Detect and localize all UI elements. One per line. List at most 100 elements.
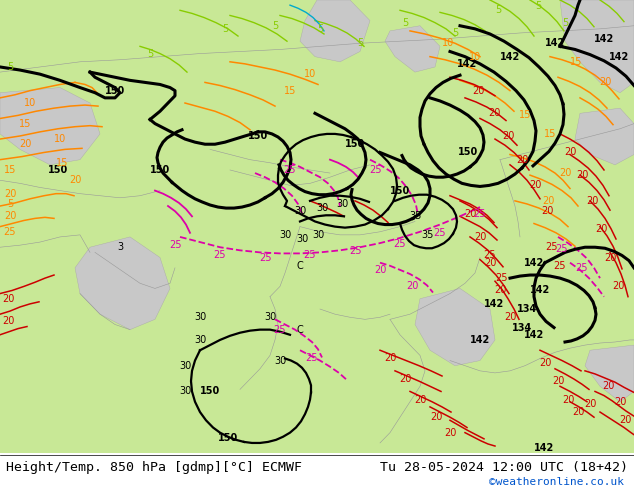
Text: 5: 5 [535,1,541,11]
Text: 25: 25 [4,227,16,237]
Text: 30: 30 [179,361,191,371]
Text: 25: 25 [556,245,568,254]
Text: 150: 150 [248,131,268,141]
Text: 20: 20 [472,86,484,96]
Text: 20: 20 [541,206,553,216]
Text: 25: 25 [274,325,286,335]
Text: 20: 20 [595,224,607,234]
Text: 30: 30 [279,230,291,240]
Text: 142: 142 [500,51,520,62]
Text: 25: 25 [304,250,316,261]
Text: 150: 150 [200,387,220,396]
Text: 35: 35 [422,230,434,240]
Text: 25: 25 [369,165,381,175]
Text: 10: 10 [304,69,316,79]
Text: 20: 20 [414,394,426,405]
Text: 30: 30 [312,230,324,240]
Text: 5: 5 [222,24,228,34]
Polygon shape [560,0,634,93]
Text: 20: 20 [502,131,514,141]
Text: 5: 5 [562,18,568,27]
Text: 25: 25 [259,252,271,263]
Text: 35: 35 [409,211,421,221]
Text: 20: 20 [4,189,16,198]
Text: 142: 142 [545,38,565,48]
Text: ©weatheronline.co.uk: ©weatheronline.co.uk [489,477,624,487]
Text: 142: 142 [609,51,629,62]
Text: 5: 5 [495,5,501,15]
Text: 20: 20 [542,196,554,206]
Text: 20: 20 [399,374,411,384]
Text: 142: 142 [594,34,614,44]
Text: 150: 150 [105,86,125,96]
Text: 20: 20 [444,428,456,438]
Text: 25: 25 [169,240,181,250]
Text: 5: 5 [402,18,408,27]
Text: 30: 30 [294,206,306,216]
Polygon shape [0,88,100,165]
Text: 20: 20 [604,252,616,263]
Text: 10: 10 [469,51,481,62]
Text: 142: 142 [470,335,490,345]
Text: 30: 30 [296,234,308,244]
Text: 25: 25 [349,246,361,256]
Text: 15: 15 [519,110,531,121]
Text: 3: 3 [117,242,123,252]
Text: 142: 142 [524,258,544,268]
Text: 25: 25 [284,165,296,175]
Text: 25: 25 [484,250,496,261]
Text: 142: 142 [530,286,550,295]
Text: 150: 150 [390,186,410,196]
Text: 10: 10 [442,38,454,48]
Text: 15: 15 [284,86,296,96]
Polygon shape [300,0,370,62]
Text: 150: 150 [345,139,365,149]
Text: 20: 20 [614,397,626,407]
Text: 20: 20 [488,108,500,118]
Text: 5: 5 [452,28,458,38]
Text: 5: 5 [147,49,153,59]
Text: 25: 25 [474,209,486,219]
Text: 20: 20 [539,358,551,368]
Text: 20: 20 [430,412,442,422]
Text: 20: 20 [619,416,631,425]
Text: 15: 15 [56,158,68,168]
Text: 5: 5 [272,21,278,31]
Text: 20: 20 [2,294,14,304]
Text: 20: 20 [559,168,571,178]
Polygon shape [385,26,440,72]
Text: 20: 20 [464,209,476,219]
Text: 20: 20 [374,265,386,275]
Text: 142: 142 [484,299,504,309]
Text: 30: 30 [274,356,286,366]
Polygon shape [585,345,634,402]
Text: 10: 10 [24,98,36,108]
Text: 25: 25 [394,239,406,249]
Polygon shape [415,289,495,366]
Text: 20: 20 [494,286,506,295]
Text: 142: 142 [524,330,544,340]
Text: 150: 150 [218,433,238,443]
Text: 20: 20 [4,211,16,221]
Text: 30: 30 [194,312,206,322]
Text: 150: 150 [150,165,170,175]
Text: 5: 5 [357,38,363,48]
Text: 30: 30 [336,199,348,209]
Text: 10: 10 [54,134,66,144]
Text: 20: 20 [612,281,624,292]
Text: 134: 134 [512,322,532,333]
Text: 30: 30 [194,335,206,345]
Text: 20: 20 [576,170,588,180]
Text: 150: 150 [48,165,68,175]
Text: 20: 20 [384,353,396,364]
Text: 20: 20 [504,312,516,322]
Text: 15: 15 [4,165,16,175]
Polygon shape [75,237,170,330]
Text: 20: 20 [598,77,611,87]
Polygon shape [575,108,634,165]
Text: 25: 25 [576,263,588,273]
Text: 20: 20 [69,175,81,185]
Text: 25: 25 [306,353,318,364]
Text: C: C [297,261,304,271]
Text: 20: 20 [2,317,14,326]
